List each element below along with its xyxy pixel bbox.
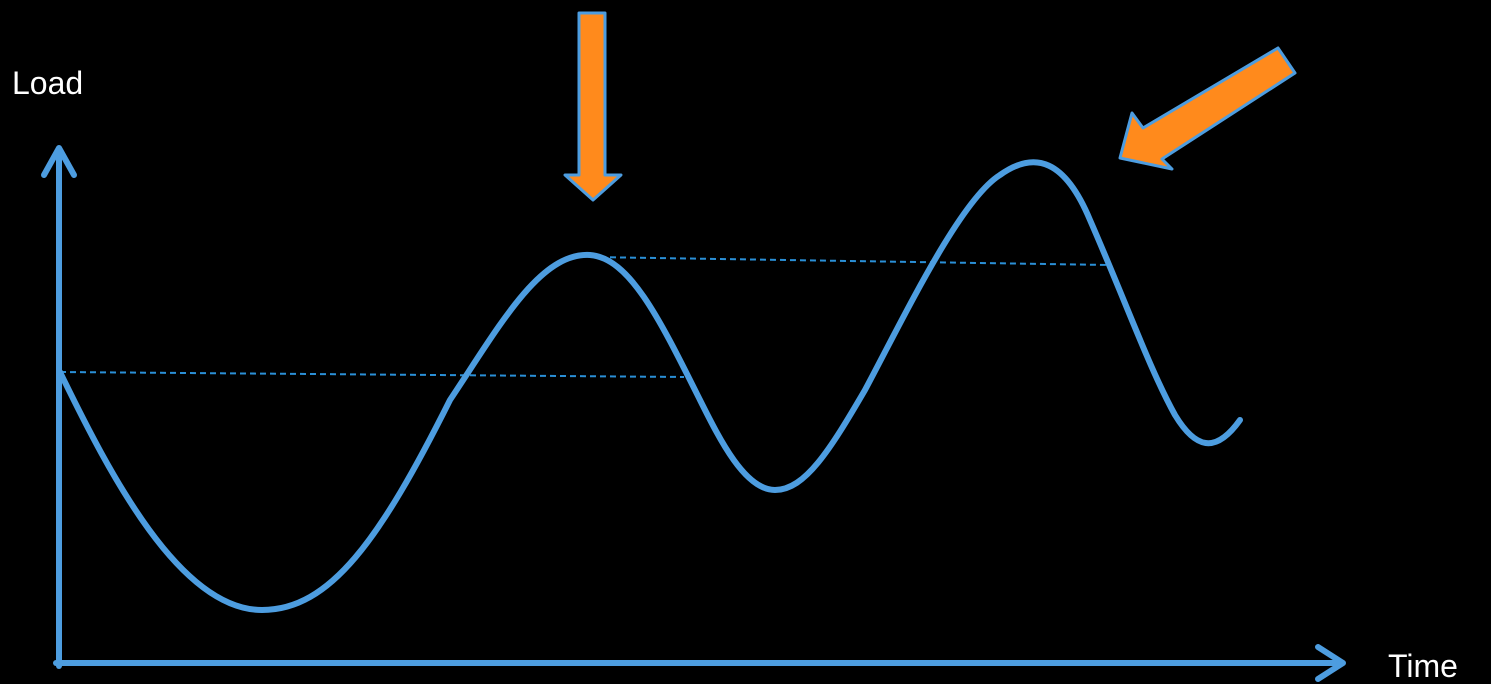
y-axis-arrowhead (41, 145, 77, 178)
x-axis-arrowhead (1315, 644, 1346, 682)
down-arrow-icon (563, 11, 623, 202)
y-axis-label: Load (12, 65, 84, 101)
reference-line-high (589, 256, 1111, 266)
load-curve (57, 159, 1243, 613)
x-axis-label: Time (1388, 648, 1458, 684)
diagonal-arrow-icon (1118, 46, 1297, 171)
reference-line-low (59, 371, 685, 378)
